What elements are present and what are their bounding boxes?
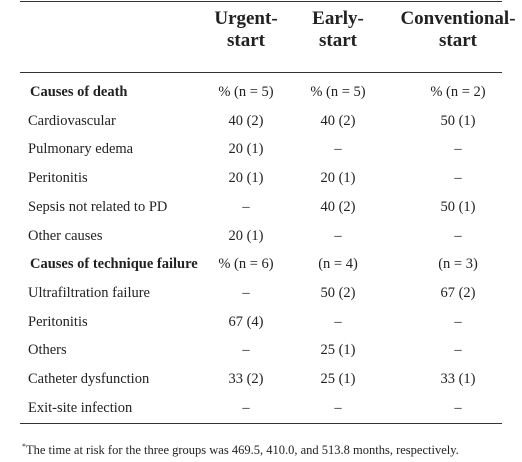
table-cell: 67 (2) [440, 284, 476, 301]
column-header: Early- [312, 8, 364, 29]
table-cell: % (n = 2) [430, 84, 486, 100]
table-cell: 20 (1) [228, 170, 264, 187]
table-cell: 25 (1) [320, 342, 356, 359]
table-cell: 33 (2) [228, 371, 264, 387]
table-cell: – [454, 227, 462, 244]
table-cell: – [242, 399, 250, 416]
table-cell: 50 (1) [440, 198, 476, 215]
table-cell: – [334, 399, 342, 416]
table-cell: % (n = 6) [218, 256, 274, 273]
row-label: Cardiovascular [28, 112, 116, 129]
table-cell: 33 (1) [440, 371, 476, 387]
footnote-text: The time at risk for the three groups wa… [26, 443, 459, 458]
table-cell: – [454, 170, 462, 187]
table-cell: – [454, 141, 462, 158]
footnote-mark: * [22, 442, 26, 451]
table-cell: 40 (2) [228, 112, 264, 129]
table-cell: – [454, 342, 462, 359]
top-rule [20, 1, 502, 2]
table-cell: (n = 3) [438, 256, 478, 273]
table-cell: – [242, 284, 250, 301]
column-header: start [439, 30, 477, 51]
table-cell: 40 (2) [320, 112, 356, 129]
table-cell: – [454, 313, 462, 330]
header-rule [20, 72, 502, 73]
table-cell: 50 (2) [320, 284, 356, 301]
table-cell: 67 (4) [228, 313, 264, 330]
table-cell: 20 (1) [228, 141, 264, 158]
row-label: Catheter dysfunction [28, 371, 150, 387]
row-label: Sepsis not related to PD [28, 198, 168, 215]
table-cell: – [334, 313, 342, 330]
table-cell: 20 (1) [320, 170, 356, 187]
section-label: Causes of technique failure [30, 256, 198, 273]
table-cell: 40 (2) [320, 198, 356, 215]
table-cell: 25 (1) [320, 371, 356, 387]
row-label: Peritonitis [28, 170, 88, 187]
row-label: Peritonitis [28, 313, 88, 330]
table-cell: (n = 4) [318, 256, 358, 273]
row-label: Others [28, 342, 67, 359]
table-cell: % (n = 5) [310, 84, 366, 100]
column-header: Conventional- [400, 8, 516, 29]
table-cell: – [334, 141, 342, 158]
table-cell: – [242, 198, 250, 215]
bottom-rule [20, 423, 502, 424]
column-header: start [227, 30, 265, 51]
table-cell: 50 (1) [440, 112, 476, 129]
column-header: start [319, 30, 357, 51]
footnote: *The time at risk for the three groups w… [22, 442, 459, 458]
row-label: Other causes [28, 227, 103, 244]
table-cell: – [454, 399, 462, 416]
row-label: Exit-site infection [28, 399, 133, 416]
table-cell: 20 (1) [228, 227, 264, 244]
row-label: Pulmonary edema [28, 141, 134, 158]
table-cell: – [334, 227, 342, 244]
section-label: Causes of death [30, 84, 128, 100]
column-header: Urgent- [214, 8, 278, 29]
row-label: Ultrafiltration failure [28, 284, 150, 301]
table-cell: – [242, 342, 250, 359]
table-cell: % (n = 5) [218, 84, 274, 100]
